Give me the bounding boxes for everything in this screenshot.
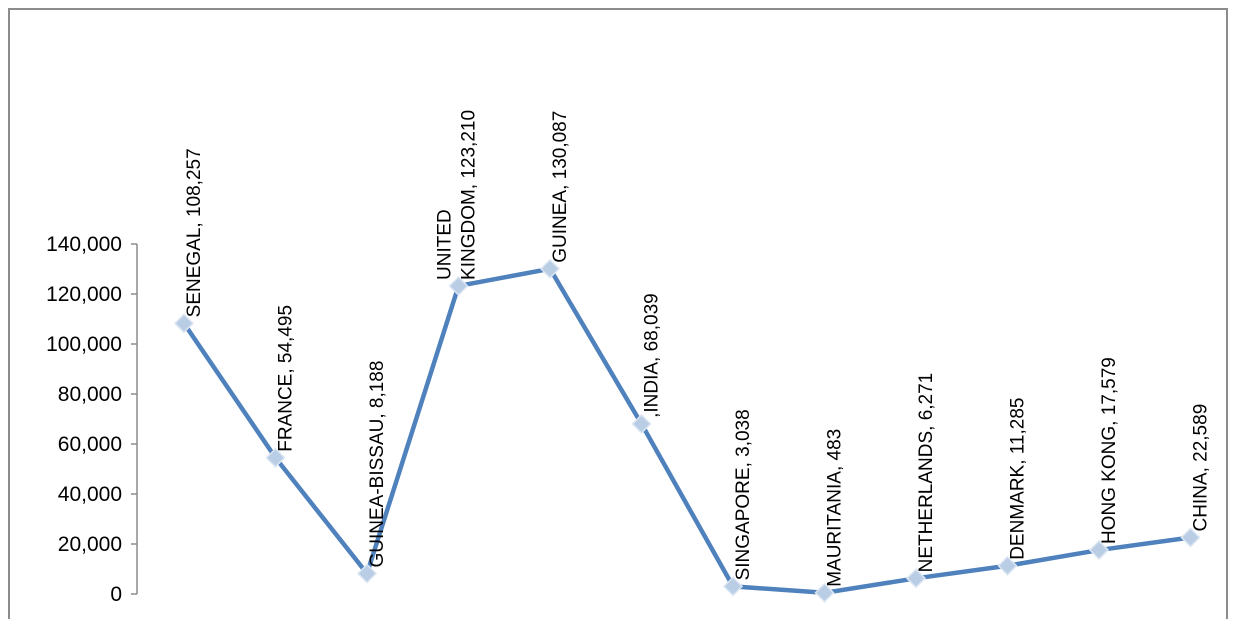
y-tick-label: 60,000 (58, 433, 122, 456)
data-point-marker (722, 576, 744, 597)
y-axis: 0 20,000 40,000 60,000 80,000 100,000 120,000 1… (46, 233, 138, 606)
series-line (181, 266, 1193, 596)
y-tick-label: 20,000 (58, 533, 122, 556)
data-label: SINGAPORE, 3,038 (733, 409, 754, 580)
data-label: MAURITANIA, 483 (825, 429, 846, 587)
data-point-marker (265, 447, 286, 468)
data-label: CHINA, 22,589 (1191, 404, 1212, 532)
y-tick-label: 80,000 (58, 383, 122, 406)
y-tick-label: 40,000 (58, 483, 122, 506)
data-label: DENMARK, 11,285 (1008, 398, 1029, 560)
data-label: ,INDIA, 68,039 (642, 293, 663, 418)
data-series (173, 258, 1201, 603)
chart-border (8, 8, 1228, 624)
data-point-marker (356, 563, 378, 584)
data-point-marker (539, 258, 561, 279)
data-point-marker (173, 313, 195, 334)
data-point-marker (631, 413, 652, 434)
data-label: SENEGAL, 108,257 (184, 148, 205, 317)
data-point-marker (448, 275, 469, 297)
data-label: HONG KONG, 17,579 (1099, 357, 1120, 544)
data-label: KINGDOM, 123,210 (459, 110, 480, 280)
y-tick-label: 120,000 (46, 283, 122, 306)
y-tick-label: 140,000 (46, 233, 122, 256)
y-tick-label: 100,000 (46, 333, 122, 356)
data-label: GUINEA, 130,087 (550, 111, 571, 263)
data-label: FRANCE, 54,495 (276, 305, 297, 452)
data-label: UNITED (435, 209, 456, 280)
y-tick-label: 0 (110, 583, 122, 606)
data-label: GUINEA-BISSAU, 8,188 (367, 361, 388, 568)
data-point-marker (997, 555, 1018, 576)
data-point-marker (1088, 539, 1110, 561)
data-point-marker (814, 582, 835, 603)
data-point-marker (1180, 527, 1201, 548)
data-labels: SENEGAL, 108,257 FRANCE, 54,495 GUINEA-BIS… (184, 110, 1212, 587)
data-label: NETHERLANDS, 6,271 (916, 373, 937, 573)
data-point-marker (905, 568, 927, 589)
